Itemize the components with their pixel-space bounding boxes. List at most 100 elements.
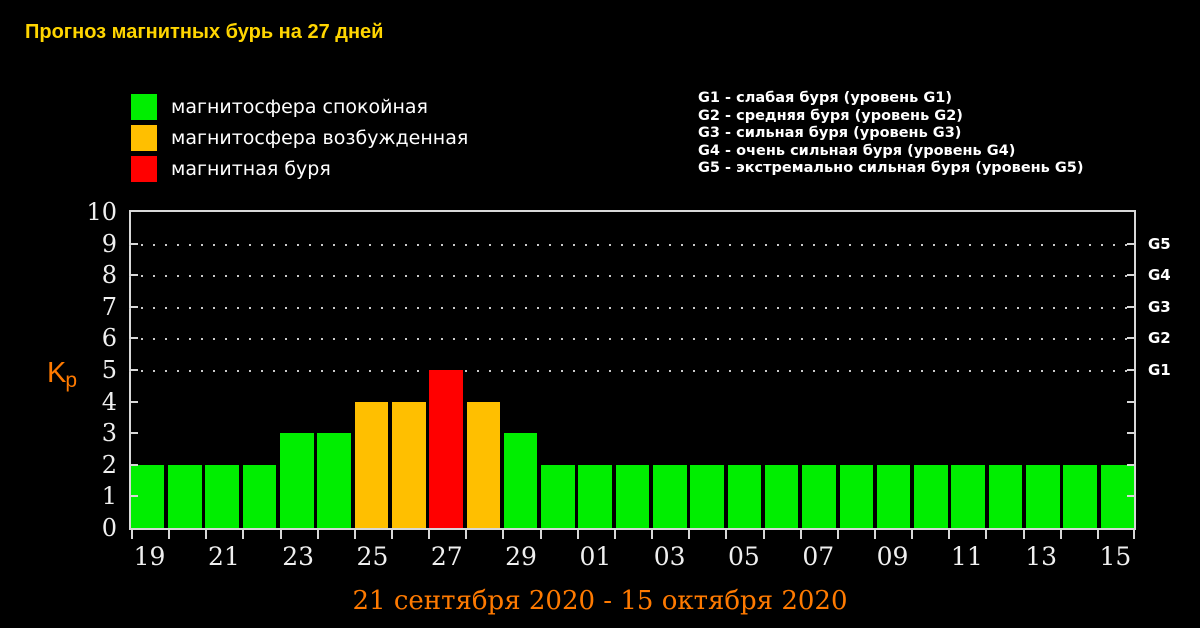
gridline [129,370,1136,372]
page-title: Прогноз магнитных бурь на 27 дней [25,21,384,43]
y-axis-tick [129,274,138,277]
y-axis-tick-right [1127,337,1136,340]
bar [541,464,575,528]
x-axis-tick [911,530,914,539]
y-axis-tick-label: 1 [101,482,117,511]
storm-level-line: G1 - слабая буря (уровень G1) [698,90,952,106]
x-axis-tick [205,530,208,539]
x-axis-tick [391,530,394,539]
bar-slot [987,212,1024,528]
bar [876,464,911,528]
bar [1025,464,1060,528]
y-axis-title-main: K [47,357,67,389]
y-axis-tick-label: 2 [101,450,117,479]
x-axis-tick [873,530,876,539]
gridline [129,306,1136,309]
y-axis-labels: 10 9 8 7 6 5 4 3 2 1 0 [0,198,125,542]
g-level-label: G3 [1148,297,1171,316]
bar [653,464,687,528]
bar-slot [502,212,539,528]
storm-level-line: G3 - сильная буря (уровень G3) [698,125,962,141]
bar [391,401,426,528]
y-axis-tick [129,337,138,340]
bar-slot [726,212,763,528]
x-axis-tick-label: 01 [579,542,612,571]
bar-slot [688,212,725,528]
x-axis-tick [539,530,542,539]
bar-slot [1061,212,1098,528]
bar [690,464,724,528]
y-axis-tick-label: 0 [101,514,117,542]
x-axis-labels: 19 21 23 25 27 29 01 03 05 07 09 11 13 15 [129,542,1136,576]
storm-level-line: G5 - экстремально сильная буря (уровень … [698,160,1084,176]
g-level-label: G5 [1148,234,1171,253]
x-axis-tick [242,530,245,539]
x-axis-tick [948,530,951,539]
x-axis-tick [279,530,282,539]
y-axis-tick-right [1127,463,1136,466]
y-axis-tick-label: 10 [86,198,117,226]
bar-slot [166,212,203,528]
x-axis-tick-label: 13 [1025,542,1058,571]
y-axis-title-sub: p [65,369,78,392]
x-axis-tick-label: 09 [876,542,909,571]
y-axis-tick [129,432,138,435]
bar-slot [838,212,875,528]
y-axis-tick-label: 5 [101,356,117,384]
y-axis-tick-label: 8 [101,261,117,290]
x-axis-ticks [129,530,1136,540]
color-legend: магнитосфера спокойная магнитосфера возбу… [131,93,468,186]
storm-level-line: G2 - средняя буря (уровень G2) [698,107,963,124]
x-axis-tick [353,530,356,539]
bar-slot [875,212,912,528]
x-axis-tick [651,530,654,539]
red-swatch [131,156,157,182]
bar [839,464,874,528]
storm-level-line: G4 - очень сильная буря (уровень G4) [698,142,1016,159]
bar [988,464,1023,528]
legend-item-label: магнитосфера возбужденная [171,127,469,149]
x-axis-tick [613,530,616,539]
x-axis-tick [131,530,133,539]
x-axis-tick-label: 05 [728,542,760,571]
x-axis-tick-label: 21 [207,542,240,571]
legend-item: магнитная буря [131,155,468,183]
y-axis-tick [129,400,138,403]
bar-slot [315,212,352,528]
bar-slot [241,212,278,528]
bar [802,464,836,528]
bar [242,464,277,528]
gridline [129,338,1136,341]
y-axis-tick-label: 4 [101,387,117,416]
legend-item-label: магнитная буря [171,158,331,180]
x-axis-tick [836,530,839,539]
date-range-caption: 21 сентября 2020 - 15 октября 2020 [352,586,848,616]
x-axis-tick [428,530,431,539]
bar [727,464,762,528]
bar-slot [800,212,837,528]
bar-slot [577,212,614,528]
x-axis-tick-label: 15 [1099,542,1132,571]
legend-item-label: магнитосфера спокойная [171,96,428,118]
x-axis-tick [1096,530,1099,539]
x-axis-tick [688,530,691,539]
bar-slot [614,212,651,528]
bar-slot [912,212,949,528]
bar-slot [278,212,315,528]
y-axis-tick [129,463,138,466]
y-axis-tick-label: 9 [101,229,117,258]
bar [764,464,799,528]
bar-slot [950,212,987,528]
x-axis-tick [725,530,728,539]
bar-slot [204,212,241,528]
bar-slot [390,212,427,528]
gridline [129,275,1136,278]
bar-series [129,212,1136,528]
x-axis-tick-label: 19 [133,542,166,571]
x-axis-tick-label: 25 [356,542,389,571]
bar [951,464,985,528]
y-axis-tick-label: 7 [101,292,117,321]
x-axis-tick [1022,530,1025,539]
bar [354,401,389,528]
y-axis-tick [129,242,138,245]
